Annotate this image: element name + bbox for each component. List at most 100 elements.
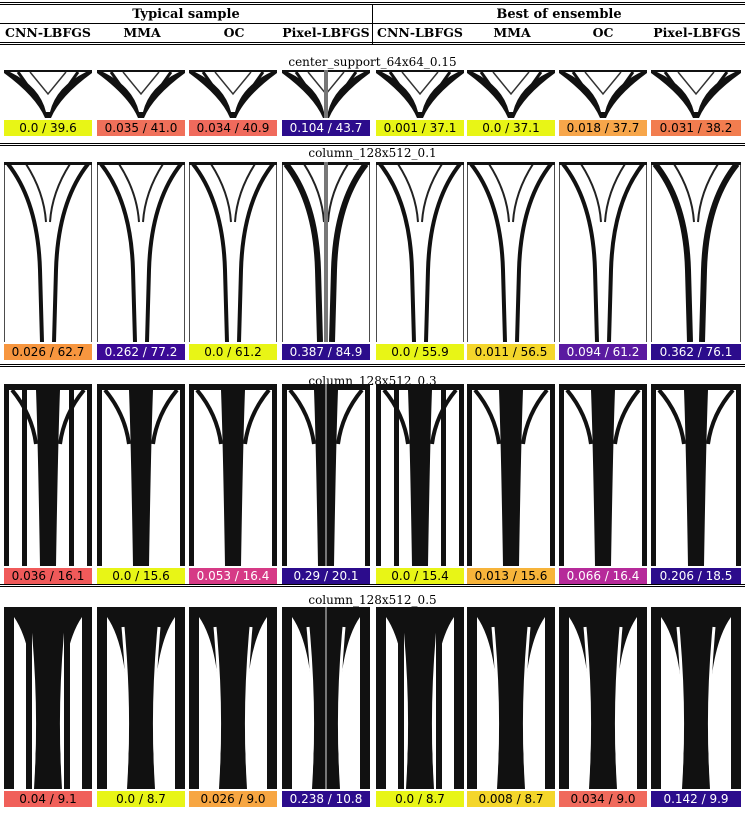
structure-image [376, 607, 464, 789]
group-rule [0, 23, 745, 24]
structure-shape [97, 384, 185, 566]
structure-shape [97, 607, 185, 789]
score-label: 0.238 / 10.8 [282, 791, 370, 807]
structure-drawing [282, 162, 370, 342]
structure-drawing [376, 384, 464, 566]
structure-shape [559, 384, 647, 566]
result-cell: 0.018 / 37.7 [559, 70, 647, 136]
result-cell: 0.036 / 16.1 [4, 384, 92, 584]
top-rule [0, 2, 745, 3]
group-best-of-ensemble: Best of ensemble [496, 7, 622, 22]
result-cell: 0.387 / 84.9 [282, 162, 370, 360]
section-rule [0, 586, 745, 587]
result-cell: 0.0 / 39.6 [4, 70, 92, 136]
structure-shape [282, 384, 370, 566]
result-cell: 0.142 / 9.9 [651, 607, 741, 807]
structure-shape [376, 607, 464, 789]
score-label: 0.206 / 18.5 [651, 568, 741, 584]
score-label: 0.0 / 61.2 [189, 344, 277, 360]
result-cell: 0.0 / 61.2 [189, 162, 277, 360]
group-divider [372, 4, 373, 44]
result-cell: 0.053 / 16.4 [189, 384, 277, 584]
result-cell: 0.0 / 37.1 [467, 70, 555, 136]
score-label: 0.008 / 8.7 [467, 791, 555, 807]
structure-image [282, 607, 370, 789]
result-cell: 0.29 / 20.1 [282, 384, 370, 584]
structure-image [189, 70, 277, 118]
structure-drawing [189, 384, 277, 566]
structure-drawing [97, 384, 185, 566]
structure-shape [651, 607, 741, 789]
structure-drawing [559, 70, 647, 118]
score-label: 0.026 / 62.7 [4, 344, 92, 360]
structure-image [282, 162, 370, 342]
structure-image [282, 70, 370, 118]
structure-shape [467, 607, 555, 789]
structure-image [4, 70, 92, 118]
structure-image [559, 607, 647, 789]
structure-drawing [467, 162, 555, 342]
col-header-oc: OC [223, 25, 245, 40]
structure-shape [559, 607, 647, 789]
structure-drawing [376, 162, 464, 342]
structure-drawing [4, 384, 92, 566]
structure-shape [189, 70, 277, 118]
score-label: 0.036 / 16.1 [4, 568, 92, 584]
col-header-cnn-lbfgs-best: CNN-LBFGS [377, 25, 463, 40]
structure-shape [376, 70, 464, 118]
result-cell: 0.104 / 43.7 [282, 70, 370, 136]
structure-shape [4, 607, 92, 789]
structure-image [467, 162, 555, 342]
col-header-oc-best: OC [592, 25, 614, 40]
structure-image [4, 384, 92, 566]
structure-drawing [376, 607, 464, 789]
score-label: 0.034 / 9.0 [559, 791, 647, 807]
structure-image [467, 607, 555, 789]
structure-image [651, 607, 741, 789]
structure-drawing [282, 384, 370, 566]
structure-drawing [189, 162, 277, 342]
result-cell: 0.262 / 77.2 [97, 162, 185, 360]
col-header-cnn-lbfgs: CNN-LBFGS [5, 25, 91, 40]
score-label: 0.104 / 43.7 [282, 120, 370, 136]
result-cell: 0.026 / 9.0 [189, 607, 277, 807]
structure-drawing [467, 384, 555, 566]
section-rule [0, 143, 745, 144]
structure-image [376, 162, 464, 342]
structure-drawing [467, 607, 555, 789]
col-header-mma-best: MMA [493, 25, 531, 40]
section-title: column_128x512_0.1 [308, 146, 437, 160]
structure-shape [4, 162, 92, 342]
section-title: column_128x512_0.5 [308, 593, 437, 607]
score-label: 0.053 / 16.4 [189, 568, 277, 584]
structure-drawing [651, 162, 741, 342]
result-cell: 0.04 / 9.1 [4, 607, 92, 807]
structure-shape [467, 70, 555, 118]
score-label: 0.011 / 56.5 [467, 344, 555, 360]
score-label: 0.066 / 16.4 [559, 568, 647, 584]
section-rule [0, 366, 745, 367]
structure-drawing [559, 162, 647, 342]
structure-image [97, 607, 185, 789]
structure-image [376, 70, 464, 118]
structure-image [97, 384, 185, 566]
score-label: 0.0 / 15.4 [376, 568, 464, 584]
structure-drawing [189, 607, 277, 789]
score-label: 0.387 / 84.9 [282, 344, 370, 360]
score-label: 0.001 / 37.1 [376, 120, 464, 136]
score-label: 0.29 / 20.1 [282, 568, 370, 584]
structure-drawing [189, 70, 277, 118]
score-label: 0.013 / 15.6 [467, 568, 555, 584]
header-rule-double [0, 44, 745, 45]
structure-shape [97, 70, 185, 118]
structure-image [4, 162, 92, 342]
score-label: 0.026 / 9.0 [189, 791, 277, 807]
result-cell: 0.031 / 38.2 [651, 70, 741, 136]
structure-shape [467, 384, 555, 566]
structure-image [559, 70, 647, 118]
score-label: 0.031 / 38.2 [651, 120, 741, 136]
structure-drawing [97, 162, 185, 342]
structure-shape [467, 162, 555, 342]
structure-drawing [97, 607, 185, 789]
score-label: 0.0 / 55.9 [376, 344, 464, 360]
